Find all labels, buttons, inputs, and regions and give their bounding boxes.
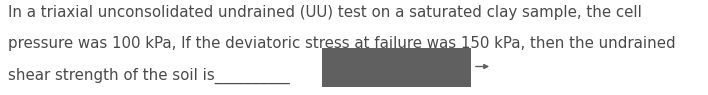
Text: In a triaxial unconsolidated undrained (UU) test on a saturated clay sample, the: In a triaxial unconsolidated undrained (…	[8, 5, 642, 20]
Text: shear strength of the soil is__________: shear strength of the soil is__________	[8, 67, 290, 84]
Bar	[322, 48, 471, 87]
Text: pressure was 100 kPa, If the deviatoric stress at failure was 150 kPa, then the : pressure was 100 kPa, If the deviatoric …	[8, 36, 676, 51]
